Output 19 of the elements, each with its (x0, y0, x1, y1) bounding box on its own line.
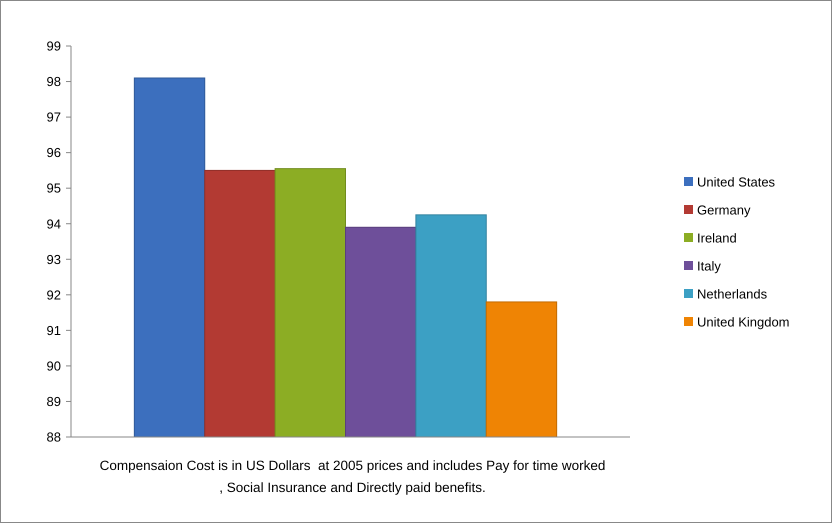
y-tick-label: 94 (46, 216, 61, 232)
y-tick-label: 92 (46, 287, 61, 302)
text: Compensaion Cost is in US Dollars at 2005 prices and includes Pay for time worked , Social Insurance and Directly paid benefits. (100, 458, 606, 495)
y-tick-label: 90 (46, 358, 61, 374)
legend-label: Italy (697, 258, 722, 274)
y-tick-label: 96 (46, 145, 61, 160)
legend-label: Ireland (697, 230, 737, 246)
y-tick-label: 99 (46, 38, 61, 54)
y-tick-label: 95 (46, 180, 61, 196)
y-tick-label: 98 (46, 74, 61, 90)
legend-label: Germany (697, 202, 751, 218)
y-tick-label: 93 (46, 252, 61, 267)
legend-label: United States (697, 174, 776, 190)
y-tick-label: 97 (46, 110, 61, 125)
legend-label: United Kingdom (697, 314, 790, 330)
y-tick-label: 91 (46, 322, 61, 338)
y-tick-label: 88 (46, 430, 61, 445)
y-tick-label: 89 (46, 394, 61, 410)
legend-label: Netherlands (697, 286, 768, 302)
